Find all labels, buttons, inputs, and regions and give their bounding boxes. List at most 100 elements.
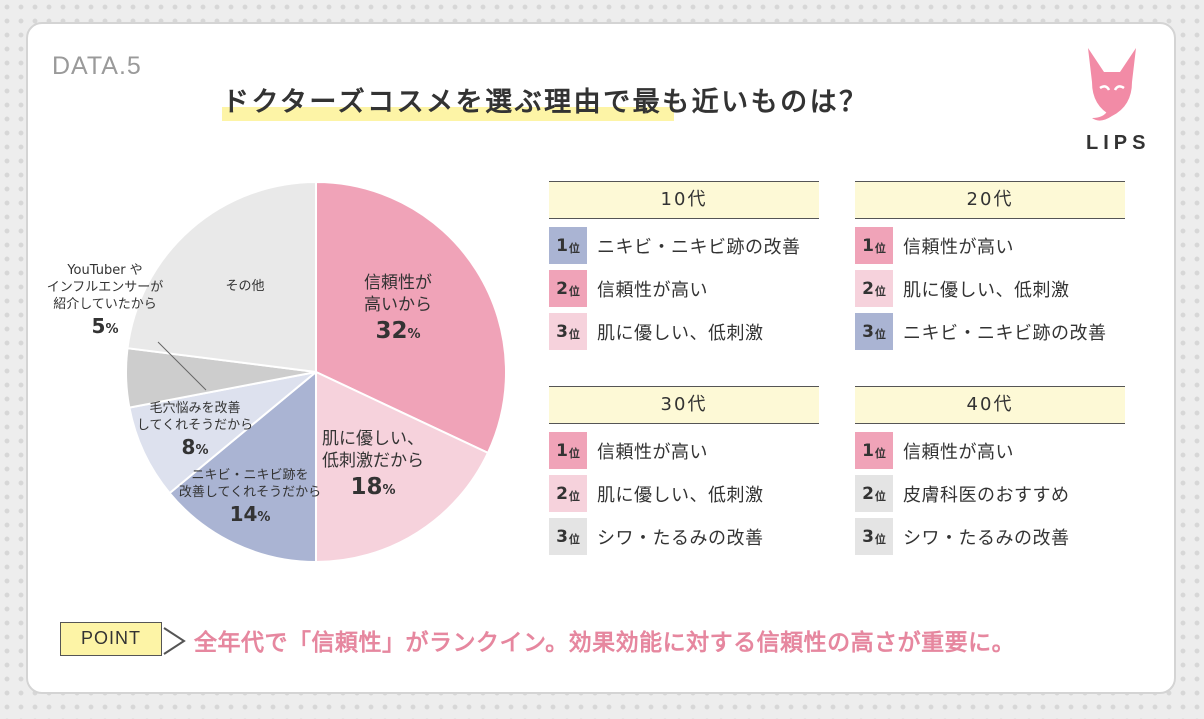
pie-label-line: その他 — [225, 279, 265, 294]
ranking-header: 30代 — [549, 386, 819, 424]
pie-slice-other — [126, 180, 317, 374]
pie-slice-pores — [128, 371, 317, 495]
ranking-header: 10代 — [549, 181, 819, 219]
ranking-header: 40代 — [855, 386, 1125, 424]
ranking-row: 3 位シワ・たるみの改善 — [549, 518, 819, 555]
rank-unit: 位 — [874, 327, 886, 341]
rank-number: 3 — [556, 526, 568, 547]
pie-percent: 5% — [30, 313, 180, 343]
pie-label-pores: 毛穴悩みを改善 してくれそうだから 8% — [120, 400, 270, 464]
pie-percent: 18% — [298, 472, 448, 506]
ranking-row: 1 位 ニキビ・ニキビ跡の改善 — [549, 227, 819, 264]
pie-percent-value: 8 — [181, 435, 196, 459]
rank-unit: 位 — [874, 532, 886, 546]
rank-number: 2 — [862, 483, 874, 504]
rank-unit: 位 — [874, 284, 886, 298]
pie-percent-value: 5 — [91, 314, 106, 338]
rank-text: 信頼性が高い — [597, 279, 708, 301]
rank-unit: 位 — [568, 489, 580, 503]
rank-number: 2 — [556, 278, 568, 299]
rank-text: 信頼性が高い — [597, 441, 708, 463]
pie-percent-unit: % — [407, 327, 421, 342]
pie-label-line: 紹介していたから — [53, 297, 157, 312]
ranking-row: 2 位皮膚科医のおすすめ — [855, 475, 1125, 512]
rank-text: 肌に優しい、低刺激 — [597, 484, 764, 506]
ranking-10代: 10代 1 位ニキビ・ニキビ跡の改善 2 位信頼性が高い 3 位肌に優しい、低刺激 — [549, 181, 819, 350]
rank-text: 信頼性が高い — [903, 441, 1014, 463]
ranking-row: 3 位肌に優しい、低刺激 — [549, 313, 819, 350]
data-label: DATA.5 — [52, 52, 142, 80]
pie-slice-acne — [168, 369, 317, 564]
rank-unit: 位 — [874, 446, 886, 460]
pie-slice-gentle — [315, 370, 490, 564]
rank-number: 1 — [556, 235, 568, 256]
pie-label-gentle: 肌に優しい、 低刺激だから 18% — [298, 428, 448, 506]
rank-number: 3 — [862, 526, 874, 547]
rank-text: 信頼性が高い — [903, 236, 1014, 258]
pie-label-other: その他 — [200, 278, 290, 295]
rank-unit: 位 — [568, 284, 580, 298]
rank-text: 肌に優しい、低刺激 — [903, 279, 1070, 301]
rank-text: 肌に優しい、低刺激 — [597, 322, 764, 344]
rank-number: 1 — [862, 440, 874, 461]
rank-unit: 位 — [874, 489, 886, 503]
pie-chart — [125, 180, 507, 564]
pie-percent-value: 32 — [375, 318, 408, 344]
pie-label-line: YouTuber や — [67, 263, 143, 278]
title-block: ドクターズコスメを選ぶ理由で最も近いものは？ — [222, 80, 869, 121]
fox-icon — [1088, 48, 1136, 121]
rank-text: ニキビ・ニキビ跡の改善 — [597, 236, 801, 258]
ranking-row: 3 位ニキビ・ニキビ跡の改善 — [855, 313, 1125, 350]
pie-label-line: インフルエンサーが — [46, 280, 164, 295]
pie-label-line: 毛穴悩みを改善 — [149, 401, 241, 416]
pie-label-influencer: YouTuber やインフルエンサーが 紹介していたから 5% — [30, 262, 180, 343]
pie-percent: 8% — [120, 434, 270, 464]
pie-label-line: してくれそうだから — [136, 418, 254, 433]
rank-unit: 位 — [568, 446, 580, 460]
point-badge: POINT — [60, 622, 162, 656]
pie-percent: 14% — [160, 501, 340, 531]
rank-unit: 位 — [568, 241, 580, 255]
ranking-row: 3 位シワ・たるみの改善 — [855, 518, 1125, 555]
rank-text: シワ・たるみの改善 — [597, 527, 764, 549]
pie-label-acne: ニキビ・ニキビ跡を 改善してくれそうだから 14% — [160, 467, 340, 531]
rank-number: 3 — [862, 321, 874, 342]
rank-number: 3 — [556, 321, 568, 342]
rank-number: 2 — [862, 278, 874, 299]
rank-text: 皮膚科医のおすすめ — [903, 484, 1070, 506]
title-highlight — [222, 107, 674, 121]
ranking-row: 2 位肌に優しい、低刺激 — [855, 270, 1125, 307]
lips-logo: LIPS — [1080, 44, 1160, 154]
rank-unit: 位 — [568, 327, 580, 341]
ranking-20代: 20代 1 位信頼性が高い 2 位肌に優しい、低刺激 3 位ニキビ・ニキビ跡の改善 — [855, 181, 1125, 350]
pie-percent-unit: % — [105, 322, 119, 337]
pie-percent-value: 14 — [229, 502, 258, 526]
rank-number: 2 — [556, 483, 568, 504]
point-text: 全年代で「信頼性」がランクイン。効果効能に対する信頼性の高さが重要に。 — [194, 630, 1016, 656]
ranking-row: 1 位信頼性が高い — [549, 432, 819, 469]
rank-number: 1 — [862, 235, 874, 256]
pie-slice-trust — [315, 180, 507, 455]
pie-label-line: 肌に優しい、 — [322, 429, 424, 449]
rank-number: 1 — [556, 440, 568, 461]
pie-label-line: 信頼性が — [364, 273, 432, 293]
point-arrow-icon — [163, 627, 186, 655]
rank-text: シワ・たるみの改善 — [903, 527, 1070, 549]
pie-percent-unit: % — [382, 483, 396, 498]
pie-percent-value: 18 — [350, 474, 383, 500]
pie-percent-unit: % — [257, 510, 271, 525]
ranking-30代: 30代 1 位信頼性が高い 2 位肌に優しい、低刺激 3 位シワ・たるみの改善 — [549, 386, 819, 555]
logo-text: LIPS — [1086, 132, 1151, 154]
chart-title: ドクターズコスメを選ぶ理由で最も近いものは？ — [222, 87, 869, 118]
